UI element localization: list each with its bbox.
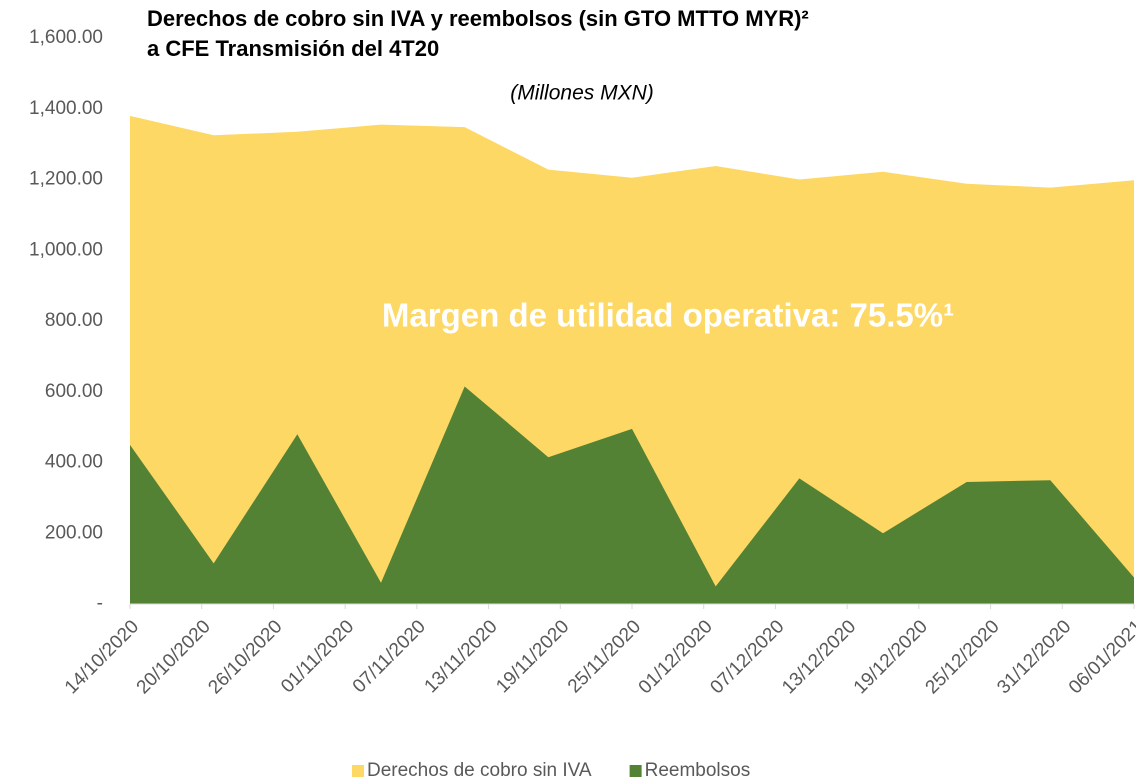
y-tick-label: 200.00: [45, 522, 103, 543]
x-tick-label: 13/11/2020: [421, 616, 502, 697]
legend-swatch: [629, 765, 642, 777]
y-tick-label: 1,400.00: [29, 98, 103, 119]
chart-title: Derechos de cobro sin IVA y reembolsos (…: [147, 6, 809, 31]
legend-label: Derechos de cobro sin IVA: [367, 760, 592, 781]
x-tick-label: 07/11/2020: [349, 616, 430, 697]
x-tick-label: 25/12/2020: [922, 616, 1004, 698]
x-tick-label: 26/10/2020: [204, 616, 286, 698]
x-tick-label: 19/12/2020: [850, 616, 932, 698]
x-tick-label: 01/12/2020: [635, 616, 717, 698]
x-tick-label: 25/11/2020: [564, 616, 645, 697]
x-tick-label: 13/12/2020: [778, 616, 860, 698]
y-tick-label: 800.00: [45, 310, 103, 331]
x-tick-label: 06/01/2021: [1065, 616, 1136, 698]
legend-label: Reembolsos: [645, 760, 751, 781]
y-tick-label: 1,200.00: [29, 169, 103, 190]
area: [130, 115, 1134, 604]
y-tick-label: 400.00: [45, 452, 103, 473]
chart-title: a CFE Transmisión del 4T20: [147, 36, 439, 61]
annotation: Margen de utilidad operativa: 75.5%¹: [382, 297, 954, 334]
x-tick-label: 01/11/2020: [277, 616, 358, 697]
area: [130, 386, 1134, 604]
x-tick-label: 20/10/2020: [133, 616, 215, 698]
chart-subtitle: (Millones MXN): [510, 82, 654, 105]
y-tick-label: 1,000.00: [29, 239, 103, 260]
y-tick-label: 1,600.00: [29, 27, 103, 48]
x-tick-label: 19/11/2020: [492, 616, 573, 697]
legend-swatch: [352, 765, 364, 777]
y-tick-label: -: [97, 593, 103, 614]
x-tick-label: 07/12/2020: [706, 616, 788, 698]
x-tick-label: 14/10/2020: [61, 616, 143, 698]
x-tick-label: 31/12/2020: [993, 616, 1075, 698]
y-tick-label: 600.00: [45, 381, 103, 402]
